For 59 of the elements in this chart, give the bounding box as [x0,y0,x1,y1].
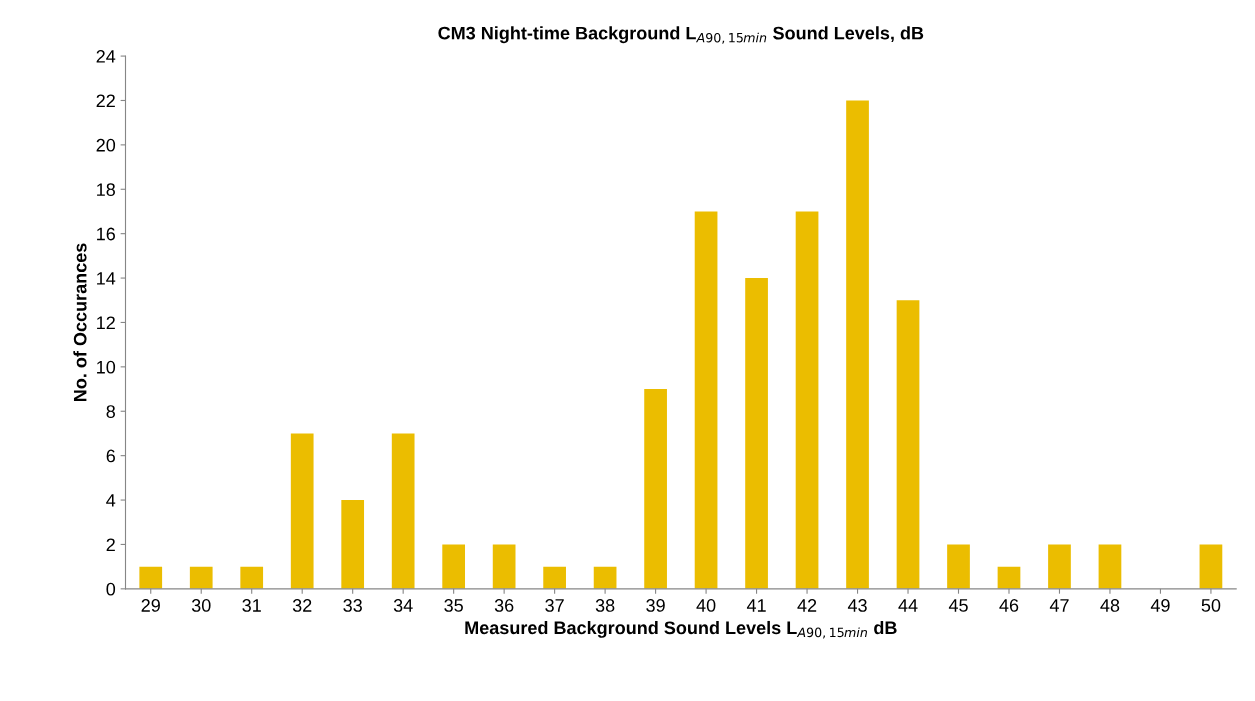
bar [896,300,920,589]
x-tick-label: 33 [343,599,362,612]
x-tick-label: 30 [191,599,211,612]
bar [391,433,415,589]
y-tick-label: 22 [96,94,115,108]
y-tick-label: 14 [97,272,116,285]
y-tick-label: 4 [106,494,116,507]
x-tick-label: 29 [141,599,160,612]
bar [189,566,213,589]
y-tick-label: 10 [97,360,116,374]
x-tick-label: 37 [545,599,564,612]
x-tick-label: 48 [1100,599,1120,612]
y-tick-label: 6 [106,449,115,463]
x-tick-label: 47 [1049,599,1069,612]
bar [1199,544,1223,589]
x-tick-label: 34 [393,599,413,612]
y-tick-label: 16 [97,227,115,241]
y-axis-title: No. of Occurances [73,243,87,402]
x-axis-title: Measured Background Sound Levels L$_{A90,15min}$ dB [465,620,897,639]
x-tick-label: 46 [999,599,1019,612]
bar [745,278,768,589]
chart-title: CM3 Night-time Background L$_{A90,15min}$ Sound Levels, dB [438,26,924,44]
y-tick-label: 24 [96,50,116,63]
bar [290,433,314,589]
bar [997,566,1021,589]
bar [795,211,819,589]
bar [139,566,163,589]
bar [341,500,365,589]
x-tick-label: 43 [847,599,867,612]
bar [240,566,264,589]
bar [694,211,718,589]
x-tick-label: 38 [595,599,615,612]
x-tick-label: 32 [292,599,312,612]
x-tick-label: 31 [242,599,261,612]
x-tick-label: 35 [444,599,463,612]
bar [593,566,617,589]
y-tick-label: 20 [96,138,116,152]
x-tick-label: 42 [797,599,817,612]
y-tick-label: 0 [106,582,116,596]
bar [846,100,869,589]
y-tick-label: 8 [106,405,115,418]
y-tick-label: 18 [97,183,115,196]
x-tick-label: 41 [746,599,766,612]
x-tick-label: 39 [646,599,665,612]
bar [947,544,970,589]
bar [543,566,566,589]
x-tick-label: 40 [696,599,716,612]
y-tick-label: 12 [97,316,115,329]
x-tick-label: 44 [898,599,918,612]
y-tick-label: 2 [106,538,115,551]
x-tick-label: 45 [948,599,968,612]
bar [1048,544,1071,589]
x-tick-label: 50 [1201,599,1221,612]
x-tick-label: 36 [494,599,514,612]
bar [442,544,466,589]
bar [492,544,516,589]
bar [1098,544,1122,589]
bar [644,389,667,589]
x-tick-label: 49 [1150,599,1170,612]
